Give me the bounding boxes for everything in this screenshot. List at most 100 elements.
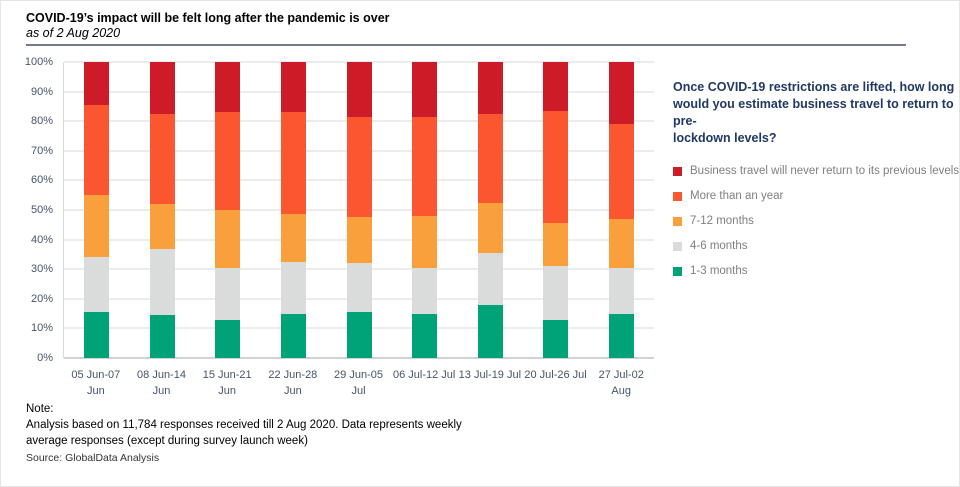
stacked-bar <box>346 62 372 358</box>
bar-segment <box>280 112 306 215</box>
bar-segment <box>346 62 372 117</box>
x-tick-label: 05 Jun-07 Jun <box>63 367 129 399</box>
gridline <box>64 61 654 63</box>
chart-subtitle: as of 2 Aug 2020 <box>26 26 121 40</box>
stacked-bar <box>280 62 306 358</box>
x-tick-label-line: 22 Jun-28 <box>268 369 318 381</box>
x-tick-label-line: 27 Jul-02 <box>598 369 644 381</box>
header-divider <box>26 44 906 46</box>
legend-label: More than an year <box>690 190 784 202</box>
x-tick-label-line: 13 Jul-19 Jul <box>458 369 522 381</box>
bar-segment <box>477 304 503 358</box>
bar-segment <box>608 218 634 268</box>
y-axis: 0% 10% 20% 30% 40% 50% 60% 70% 80% 90% 100% <box>1 56 58 364</box>
chart-title: COVID-19’s impact will be felt long afte… <box>26 11 390 25</box>
plot-area <box>63 61 654 359</box>
bar-segment <box>280 62 306 113</box>
bar-segment <box>543 266 569 320</box>
x-tick-label-line: Jun <box>86 385 105 397</box>
stacked-bar <box>477 62 503 358</box>
y-tick-label: 0% <box>37 352 53 364</box>
x-tick-label-line: Aug <box>611 385 631 397</box>
y-tick-label: 100% <box>24 56 53 68</box>
stacked-bar <box>412 62 438 358</box>
x-tick-label: 08 Jun-14 Jun <box>129 367 195 399</box>
x-tick-label: 13 Jul-19 Jul <box>457 367 523 399</box>
bar-segment <box>215 319 241 358</box>
legend-item: 1-3 months <box>673 265 955 277</box>
legend-label: 4-6 months <box>690 240 748 252</box>
legend-item: Business travel will never return to its… <box>673 165 959 177</box>
y-tick-label: 90% <box>30 85 53 98</box>
bar-column <box>195 62 261 358</box>
y-tick-label: 60% <box>30 174 53 187</box>
x-tick-label-line: Jun <box>283 385 302 397</box>
x-tick-label: 29 Jun-05 Jul <box>326 367 392 399</box>
y-tick-label: 70% <box>30 144 53 157</box>
bar-segment <box>215 267 241 320</box>
stacked-bar <box>215 62 241 358</box>
source-line: Source: GlobalData Analysis <box>26 452 160 464</box>
bar-segment <box>543 110 569 224</box>
bar-segment <box>149 204 175 249</box>
stacked-bar <box>149 62 175 358</box>
x-tick-label-line: 15 Jun-21 <box>202 369 252 381</box>
bar-column <box>64 62 130 358</box>
bar-column <box>457 62 523 358</box>
legend-item: More than an year <box>673 190 955 202</box>
bar-segment <box>346 116 372 218</box>
legend-label: 1-3 months <box>690 265 748 277</box>
note-heading: Note: <box>26 403 54 415</box>
bar-segment <box>608 313 634 358</box>
bar-segment <box>84 195 110 258</box>
bar-segment <box>215 210 241 268</box>
bar-segment <box>346 217 372 264</box>
x-tick-label-line: 06 Jul-12 Jul <box>393 369 456 381</box>
legend: Business travel will never return to its… <box>673 165 959 277</box>
x-axis: 05 Jun-07 Jun 08 Jun-14 Jun 15 Jun-21 Jun 22 J… <box>63 367 654 399</box>
x-tick-label: 06 Jul-12 Jul <box>391 367 457 399</box>
bar-segment <box>412 215 438 268</box>
bar-segment <box>84 104 110 196</box>
y-tick-label: 20% <box>30 292 53 305</box>
bar-segment <box>149 62 175 114</box>
legend-swatch <box>673 241 682 251</box>
y-tick-label: 10% <box>30 322 53 335</box>
bar-segment <box>280 313 306 358</box>
bar-segment <box>280 214 306 262</box>
bar-segment <box>477 252 503 305</box>
bar-segment <box>543 319 569 358</box>
bar-segment <box>412 62 438 117</box>
y-tick-label: 80% <box>30 115 53 128</box>
bar-segment <box>543 223 569 267</box>
bar-segment <box>346 312 372 358</box>
stacked-bar <box>543 62 569 358</box>
bar-segment <box>608 267 634 314</box>
bar-segment <box>149 315 175 358</box>
survey-question-line: Once COVID-19 restrictions are lifted, h… <box>673 80 955 94</box>
bar-column <box>523 62 589 358</box>
stacked-bar <box>608 62 634 358</box>
x-tick-label-line: 29 Jun-05 Jul <box>334 369 383 397</box>
x-tick-label-line: Jun <box>152 385 171 397</box>
bar-segment <box>149 113 175 205</box>
legend-swatch <box>673 216 682 226</box>
legend-swatch <box>673 266 682 276</box>
bar-segment <box>477 202 503 253</box>
legend-panel: Once COVID-19 restrictions are lifted, h… <box>673 79 959 290</box>
survey-question-line: would you estimate business travel to re… <box>673 97 954 128</box>
bar-segment <box>412 313 438 358</box>
bar-segment <box>84 312 110 358</box>
bar-segment <box>608 124 634 219</box>
bar-column <box>261 62 327 358</box>
legend-item: 4-6 months <box>673 240 955 252</box>
legend-label: 7-12 months <box>690 215 754 227</box>
x-tick-label: 15 Jun-21 Jun <box>194 367 260 399</box>
x-tick-label-line: 05 Jun-07 <box>71 369 121 381</box>
bar-segment <box>608 62 634 125</box>
bar-segment <box>477 113 503 203</box>
bar-segment <box>149 248 175 316</box>
bar-segment <box>215 112 241 211</box>
bar-segment <box>280 261 306 314</box>
x-tick-label: 20 Jul-26 Jul <box>523 367 589 399</box>
